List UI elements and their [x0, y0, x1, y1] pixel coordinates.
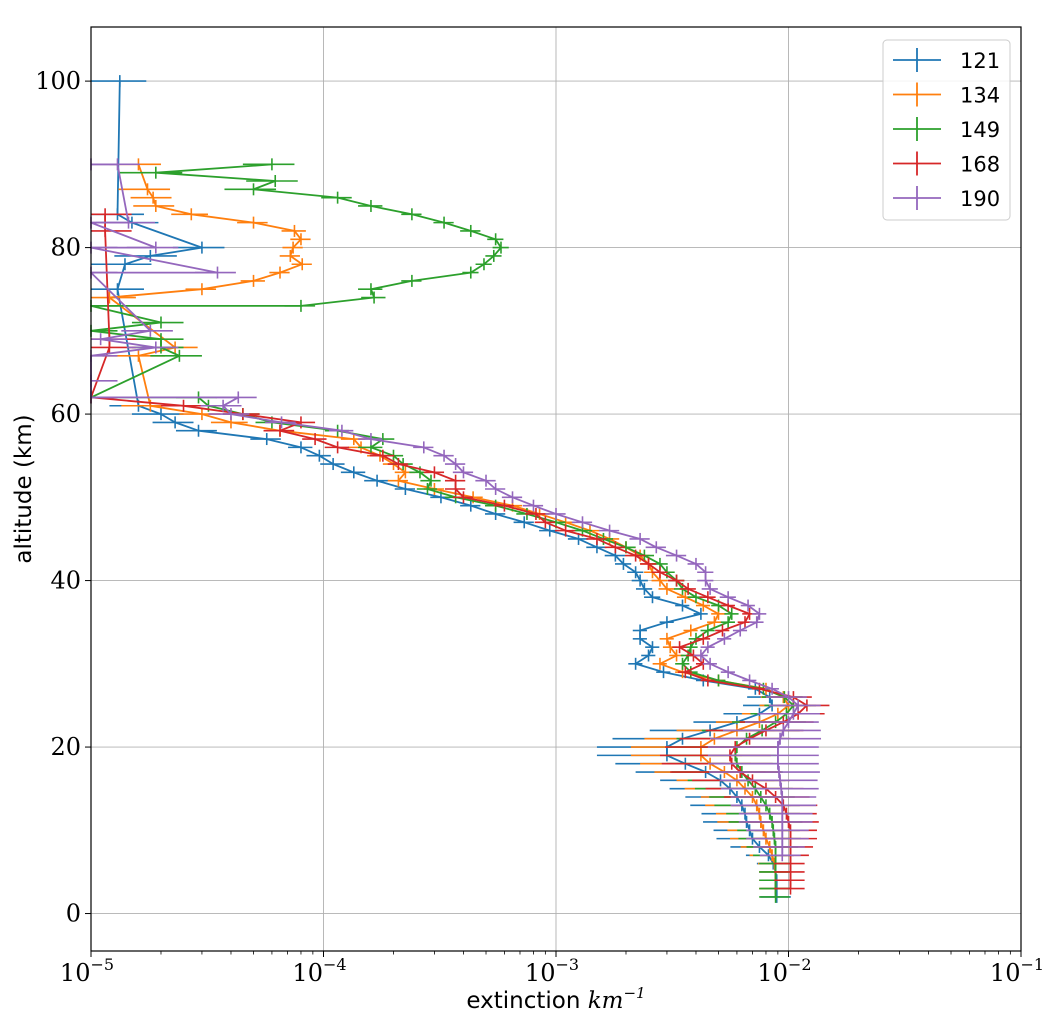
x-tick-label-base: 10: [990, 959, 1021, 987]
x-tick-label: 10−1: [990, 955, 1044, 987]
x-axis-label-text: extinction: [466, 988, 587, 1014]
x-tick-label-exp: −3: [555, 955, 579, 974]
x-tick-label-exp: −5: [90, 955, 114, 974]
y-tick-label: 20: [50, 733, 81, 761]
x-tick-label: 10−3: [525, 955, 579, 987]
legend-label: 190: [960, 187, 1000, 211]
legend-item-121: 121: [893, 48, 1000, 73]
y-tick-label: 100: [35, 67, 81, 95]
x-tick-label-exp: −4: [323, 955, 347, 974]
y-tick-label: 0: [66, 900, 81, 928]
legend-item-190: 190: [893, 186, 1000, 211]
legend-box: [882, 39, 1011, 221]
x-tick-label: 10−4: [292, 955, 346, 987]
legend-item-168: 168: [893, 151, 1000, 177]
legend-item-134: 134: [893, 82, 1000, 108]
x-tick-label: 10−5: [60, 955, 114, 987]
x-tick-label-exp: −2: [788, 955, 812, 974]
x-tick-label-base: 10: [292, 959, 323, 987]
x-tick-label-base: 10: [60, 959, 91, 987]
x-tick-label: 10−2: [757, 955, 811, 987]
x-axis-label-unit: km: [588, 988, 624, 1014]
legend: 121 134 149 168 190: [882, 39, 1011, 221]
legend-label: 168: [960, 153, 1000, 177]
series-line-168: [90, 214, 808, 889]
x-axis-label-unit-exp: −1: [623, 984, 645, 1002]
x-axis-label: extinction km−1: [466, 984, 645, 1014]
legend-item-149: 149: [893, 117, 1000, 142]
legend-label: 149: [960, 118, 1000, 142]
x-tick-label-base: 10: [757, 959, 788, 987]
x-tick-label-exp: −1: [1020, 955, 1044, 974]
y-tick-label: 80: [50, 234, 81, 262]
y-tick-label: 40: [50, 567, 81, 595]
legend-label: 121: [960, 49, 1000, 73]
plot-area: [90, 75, 830, 903]
x-tick-label-base: 10: [525, 959, 556, 987]
y-tick-label: 60: [50, 400, 81, 428]
series-line-134: [108, 164, 790, 889]
y-axis-label: altitude (km): [11, 414, 37, 563]
legend-label: 134: [960, 84, 1000, 108]
